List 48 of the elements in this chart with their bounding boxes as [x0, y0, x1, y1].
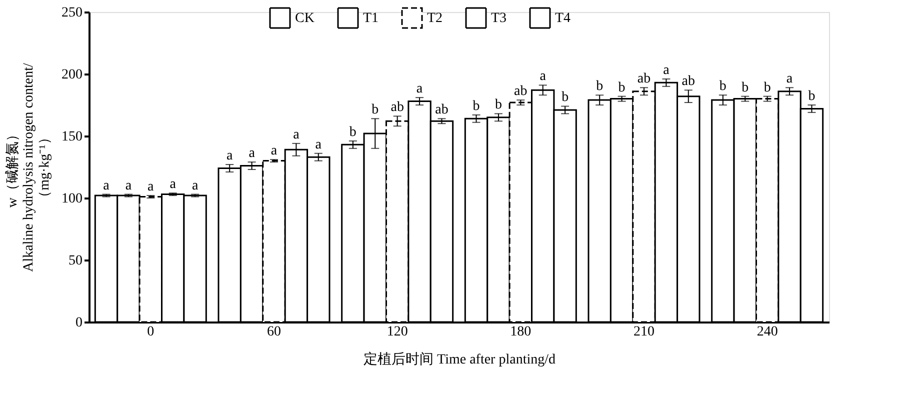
data-label: b — [372, 102, 379, 118]
data-label: a — [148, 180, 155, 195]
data-label: b — [618, 80, 626, 96]
x-tick-label: 240 — [756, 324, 778, 340]
y-tick-label: 150 — [62, 130, 82, 144]
data-label: b — [596, 79, 604, 94]
data-label: b — [742, 80, 749, 96]
data-label: a — [103, 178, 110, 194]
y-tick-label: 50 — [68, 254, 82, 268]
data-label: a — [192, 178, 199, 194]
legend-label: T4 — [555, 11, 571, 26]
legend-label: T3 — [491, 11, 507, 26]
x-axis-title: 定植后时间 Time after planting/d — [364, 352, 556, 368]
data-label: a — [226, 148, 234, 164]
data-label: ab — [514, 84, 528, 100]
data-label: a — [248, 146, 256, 162]
data-label: ab — [390, 100, 404, 116]
x-tick-label: 180 — [510, 324, 532, 340]
data-label: a — [170, 177, 177, 192]
x-tick-label: 60 — [267, 324, 281, 340]
x-tick-label: 210 — [634, 324, 654, 340]
data-label: ab — [682, 74, 696, 90]
data-label: b — [349, 124, 356, 140]
data-label: b — [764, 80, 771, 96]
data-label: a — [270, 144, 278, 159]
y-tick-label: 100 — [62, 192, 82, 206]
y-tick-label: 250 — [62, 6, 82, 20]
data-label: b — [472, 98, 480, 114]
data-label: b — [562, 90, 569, 106]
y-tick-label: 200 — [62, 68, 82, 82]
data-label: ab — [435, 102, 448, 118]
data-label: a — [663, 62, 670, 78]
data-label: a — [786, 72, 794, 87]
data-label: b — [494, 98, 502, 113]
data-label: a — [416, 82, 424, 97]
legend-label: CK — [295, 11, 314, 26]
data-label: a — [540, 69, 547, 84]
data-label: a — [293, 127, 300, 142]
legend-label: T1 — [363, 11, 379, 26]
x-tick-label: 120 — [386, 324, 408, 340]
data-label: b — [719, 79, 726, 94]
data-label: b — [808, 89, 816, 104]
legend-label: T2 — [427, 11, 443, 26]
data-label: a — [315, 137, 322, 152]
y-axis-title: w（碱解氮） Alkaline hydrolysis nitrogen content/ （mg·kg⁻¹） — [4, 62, 52, 272]
x-tick-label: 0 — [147, 324, 154, 340]
data-label: ab — [637, 72, 651, 87]
data-label: a — [125, 178, 132, 194]
